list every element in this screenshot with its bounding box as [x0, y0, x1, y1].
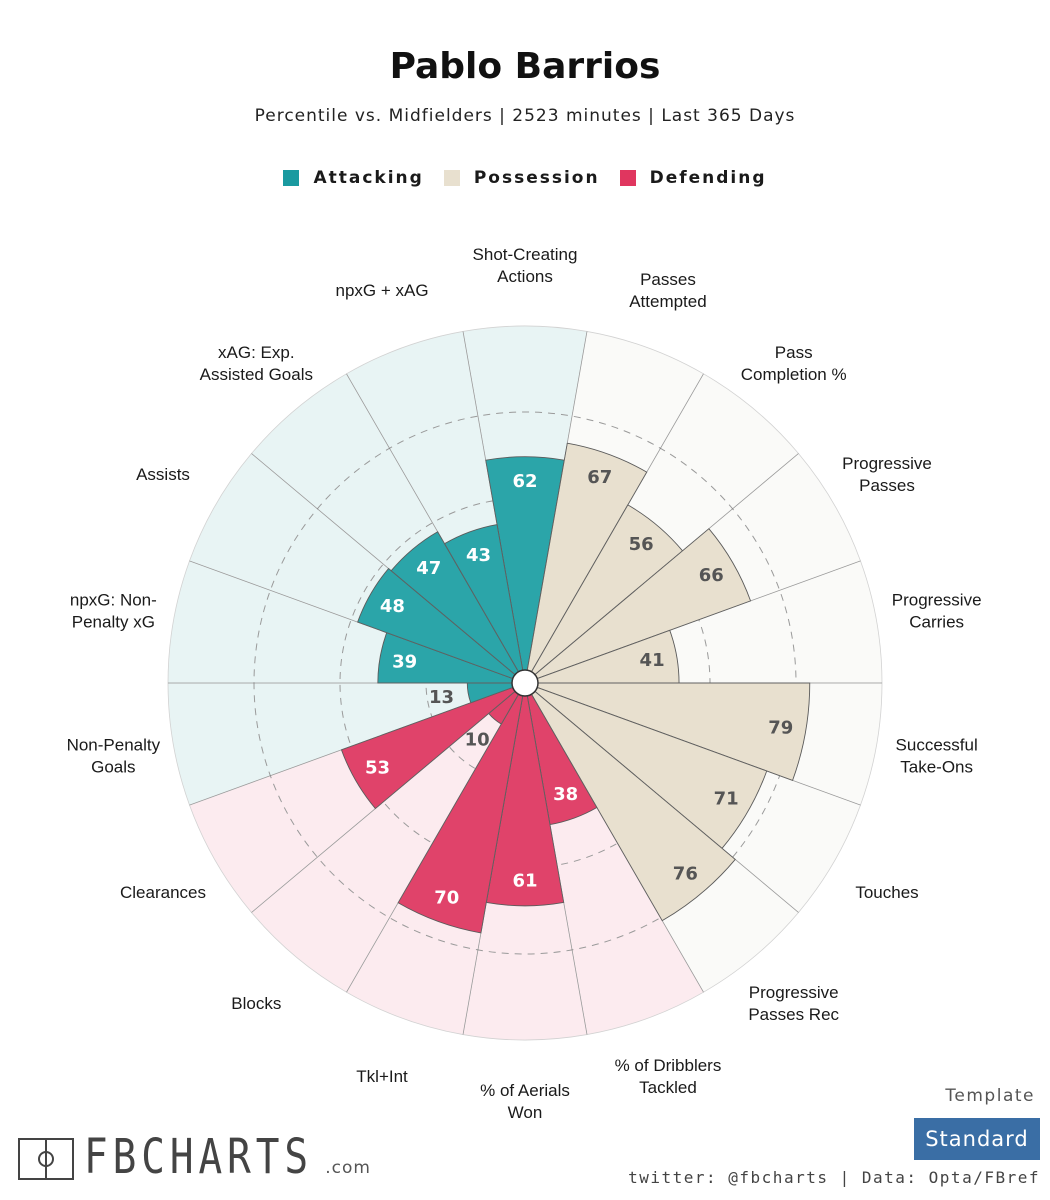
- legend-swatch-defending: [619, 170, 636, 186]
- value-label: 38: [553, 784, 578, 805]
- value-label: 70: [434, 888, 459, 909]
- spoke: [534, 453, 799, 675]
- bars: [340, 442, 811, 934]
- axis-label: Non-Penalty Goals: [67, 736, 161, 777]
- axis-label: npxG + xAG: [335, 281, 428, 300]
- axis-label: Assists: [136, 465, 190, 484]
- value-label: 61: [512, 870, 537, 891]
- axis-label: Tkl+Int: [356, 1067, 408, 1086]
- chart-subtitle: Percentile vs. Midfielders | 2523 minute…: [254, 106, 796, 126]
- value-label: 41: [640, 650, 665, 671]
- value-label: 67: [587, 467, 612, 488]
- spoke: [526, 695, 588, 1035]
- spoke: [189, 687, 513, 806]
- value-label: 53: [365, 758, 390, 779]
- axis-label: Pass Completion %: [741, 343, 847, 384]
- value-label: 39: [392, 651, 417, 672]
- axis-label: Blocks: [231, 994, 281, 1013]
- legend-swatch-possession: [443, 170, 460, 186]
- value-label: 13: [429, 687, 454, 708]
- value-label: 43: [466, 545, 491, 566]
- axis-label: xAG: Exp. Assisted Goals: [200, 343, 313, 384]
- spoke: [526, 331, 588, 671]
- template-badge: Standard: [914, 1118, 1040, 1160]
- axis-labels: Shot-Creating Actions Passes Attempted Pass C…: [67, 245, 982, 1122]
- axis-label: Progressive Passes: [842, 454, 932, 495]
- spoke: [251, 453, 516, 675]
- legend-swatch-attacking: [283, 170, 300, 186]
- logo-suffix: .com: [325, 1158, 371, 1178]
- pitch-icon: [18, 1138, 74, 1180]
- spoke: [531, 373, 704, 672]
- legend-label-defending: Defending: [649, 168, 767, 188]
- chart-title: Pablo Barrios: [389, 46, 661, 87]
- spoke: [537, 560, 861, 679]
- template-label: Template: [945, 1086, 1035, 1106]
- value-label: 56: [629, 534, 654, 555]
- logo-text: FBCHARTS: [84, 1129, 313, 1185]
- spoke: [346, 373, 519, 672]
- legend-label-attacking: Attacking: [313, 168, 424, 188]
- axis-label: Clearances: [120, 883, 206, 902]
- spoke: [537, 687, 861, 806]
- axis-label: Progressive Carries: [892, 590, 982, 631]
- value-label: 47: [416, 558, 441, 579]
- spoke: [462, 695, 524, 1035]
- legend-item-possession: Possession: [443, 168, 600, 188]
- axis-label: Touches: [855, 883, 918, 902]
- value-label: 71: [714, 789, 739, 810]
- spoke: [534, 691, 799, 913]
- value-label: 48: [380, 596, 405, 617]
- fbcharts-logo: FBCHARTS .com: [18, 1129, 371, 1185]
- axis-label: Shot-Creating Actions: [473, 245, 578, 286]
- axis-label: % of Dribblers Tackled: [615, 1056, 722, 1097]
- footer-credits: twitter: @fbcharts | Data: Opta/FBref: [628, 1168, 1040, 1187]
- legend-item-defending: Defending: [619, 168, 767, 188]
- spoke: [462, 331, 524, 671]
- spokes: [168, 331, 882, 1035]
- value-labels: 62 67 56 66 41 79 71 76 38 61 70 10 53 13 39 48 47 43: [365, 467, 793, 908]
- legend-item-attacking: Attacking: [283, 168, 423, 188]
- value-label: 62: [512, 471, 537, 492]
- spoke: [346, 694, 519, 993]
- value-label: 79: [768, 718, 793, 739]
- spoke: [189, 560, 513, 679]
- value-label: 10: [465, 729, 490, 750]
- value-label: 76: [673, 864, 698, 885]
- spoke: [531, 694, 704, 993]
- center-hole: [511, 669, 539, 697]
- axis-label: Progressive Passes Rec: [748, 983, 839, 1024]
- spoke: [251, 691, 516, 913]
- legend-label-possession: Possession: [473, 168, 600, 188]
- axis-label: npxG: Non-Penalty xG: [70, 590, 157, 631]
- axis-label: % of Aerials Won: [480, 1081, 570, 1122]
- axis-label: Passes Attempted: [629, 270, 707, 311]
- axis-label: Successful Take-Ons: [896, 736, 978, 777]
- value-label: 66: [699, 565, 724, 586]
- legend: Attacking Possession Defending: [0, 168, 1050, 188]
